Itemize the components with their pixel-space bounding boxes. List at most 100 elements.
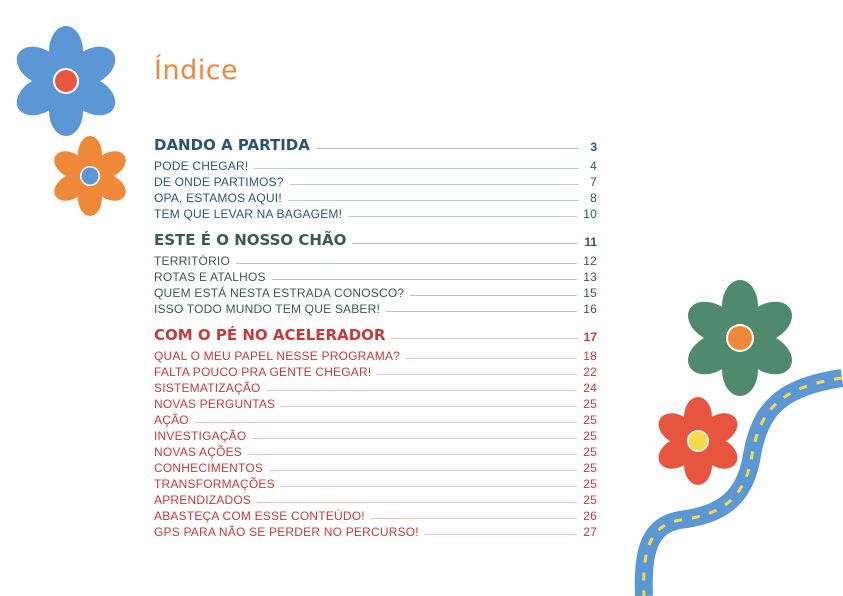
toc-item[interactable]: ROTAS E ATALHOS 13 [154,268,597,284]
toc-item-label: ISSO TODO MUNDO TEM QUE SABER! [154,302,381,316]
leader-line [287,200,579,201]
toc-item-label: QUAL O MEU PAPEL NESSE PROGRAMA? [154,349,401,363]
leader-line [281,406,578,407]
toc-heading-page: 11 [584,235,597,249]
leader-line [391,338,578,339]
orange-flower-icon [54,136,126,216]
toc-item[interactable]: AÇÃO 25 [154,411,597,427]
toc-heading[interactable]: COM O PÉ NO ACELERADOR 17 [154,324,597,344]
toc-item-page: 24 [583,381,597,395]
toc-item-label: OPA, ESTAMOS AQUI! [154,191,282,205]
leader-line [406,358,578,359]
toc-item-label: QUEM ESTÁ NESTA ESTRADA CONOSCO? [154,286,405,300]
toc-section-3: COM O PÉ NO ACELERADOR 17 QUAL O MEU PAP… [154,324,597,539]
toc-item-page: 25 [583,429,597,443]
toc-item-page: 25 [583,477,597,491]
blue-flower-icon [16,26,116,136]
toc-item[interactable]: TEM QUE LEVAR NA BAGAGEM! 10 [154,205,597,221]
toc-item[interactable]: TRANSFORMAÇÕES 25 [154,475,597,491]
toc-item[interactable]: DE ONDE PARTIMOS? 7 [154,173,597,189]
page-title: Índice [154,55,239,86]
toc-item[interactable]: GPS PARA NÃO SE PERDER NO PERCURSO! 27 [154,523,597,539]
toc-heading[interactable]: DANDO A PARTIDA 3 [154,134,597,154]
toc-item-label: ROTAS E ATALHOS [154,270,266,284]
toc-item-page: 8 [590,191,597,205]
leader-line [269,470,578,471]
leader-line [194,422,578,423]
toc-item-page: 25 [583,445,597,459]
toc-item-page: 27 [583,525,597,539]
toc-item-page: 16 [583,302,597,316]
toc-heading-label: DANDO A PARTIDA [154,136,310,154]
leader-line [252,438,578,439]
leader-line [386,311,578,312]
leader-line [315,148,579,149]
toc-heading-label: COM O PÉ NO ACELERADOR [154,326,386,344]
toc-heading-page: 3 [590,140,597,154]
toc-item-page: 25 [583,493,597,507]
leader-line [352,243,579,244]
toc-item-label: TRANSFORMAÇÕES [154,477,275,491]
toc-item[interactable]: QUEM ESTÁ NESTA ESTRADA CONOSCO? 15 [154,284,597,300]
toc-item[interactable]: NOVAS PERGUNTAS 25 [154,395,597,411]
toc-item-label: TERRITÓRIO [154,254,230,268]
toc-item-page: 12 [583,254,597,268]
toc-item[interactable]: CONHECIMENTOS 25 [154,459,597,475]
leader-line [254,168,579,169]
toc-item-page: 7 [590,175,597,189]
leader-line [289,184,579,185]
toc-item[interactable]: NOVAS AÇÕES 25 [154,443,597,459]
leader-line [271,279,578,280]
leader-line [236,263,578,264]
toc-item[interactable]: INVESTIGAÇÃO 25 [154,427,597,443]
toc-item[interactable]: ABASTEÇA COM ESSE CONTEÚDO! 26 [154,507,597,523]
toc-item[interactable]: TERRITÓRIO 12 [154,252,597,268]
toc-item[interactable]: ISSO TODO MUNDO TEM QUE SABER! 16 [154,300,597,316]
road-icon [634,369,843,596]
toc-heading-page: 17 [583,330,597,344]
toc-item-page: 18 [583,349,597,363]
toc-item-page: 25 [583,397,597,411]
toc-item-label: TEM QUE LEVAR NA BAGAGEM! [154,207,343,221]
toc-heading-label: ESTE É O NOSSO CHÃO [154,231,347,249]
leader-line [248,454,578,455]
toc-item-label: SISTEMATIZAÇÃO [154,381,261,395]
toc-item[interactable]: SISTEMATIZAÇÃO 24 [154,379,597,395]
toc-item-label: CONHECIMENTOS [154,461,264,475]
toc-item-page: 10 [583,207,597,221]
leader-line [280,486,578,487]
toc-item[interactable]: QUAL O MEU PAPEL NESSE PROGRAMA? 18 [154,347,597,363]
toc-item[interactable]: FALTA POUCO PRA GENTE CHEGAR! 22 [154,363,597,379]
toc-item[interactable]: OPA, ESTAMOS AQUI! 8 [154,189,597,205]
toc-item-label: GPS PARA NÃO SE PERDER NO PERCURSO! [154,525,419,539]
leader-line [370,518,578,519]
toc-item-label: DE ONDE PARTIMOS? [154,175,284,189]
toc-section-1: DANDO A PARTIDA 3 PODE CHEGAR! 4 DE ONDE … [154,134,597,221]
toc-item-label: AÇÃO [154,413,189,427]
toc-item-label: PODE CHEGAR! [154,159,249,173]
leader-line [348,216,578,217]
leader-line [410,295,578,296]
toc-section-2: ESTE É O NOSSO CHÃO 11 TERRITÓRIO 12 ROTA… [154,229,597,316]
leader-line [266,390,578,391]
toc-item-page: 13 [583,270,597,284]
toc-item-label: NOVAS PERGUNTAS [154,397,276,411]
toc-item[interactable]: APRENDIZADOS 25 [154,491,597,507]
toc-item-page: 22 [583,365,597,379]
toc-item-label: ABASTEÇA COM ESSE CONTEÚDO! [154,509,365,523]
toc-item-label: APRENDIZADOS [154,493,252,507]
toc-item-label: FALTA POUCO PRA GENTE CHEGAR! [154,365,372,379]
toc-item-label: NOVAS AÇÕES [154,445,243,459]
toc-item-page: 4 [590,159,597,173]
leader-line [257,502,578,503]
toc-item-page: 25 [583,461,597,475]
leader-line [377,374,578,375]
red-flower-icon [658,397,738,485]
leader-line [424,534,578,535]
toc-item-page: 25 [583,413,597,427]
green-flower-icon [688,280,792,396]
toc-item-label: INVESTIGAÇÃO [154,429,247,443]
toc-item[interactable]: PODE CHEGAR! 4 [154,157,597,173]
toc-heading[interactable]: ESTE É O NOSSO CHÃO 11 [154,229,597,249]
toc-item-page: 15 [583,286,597,300]
